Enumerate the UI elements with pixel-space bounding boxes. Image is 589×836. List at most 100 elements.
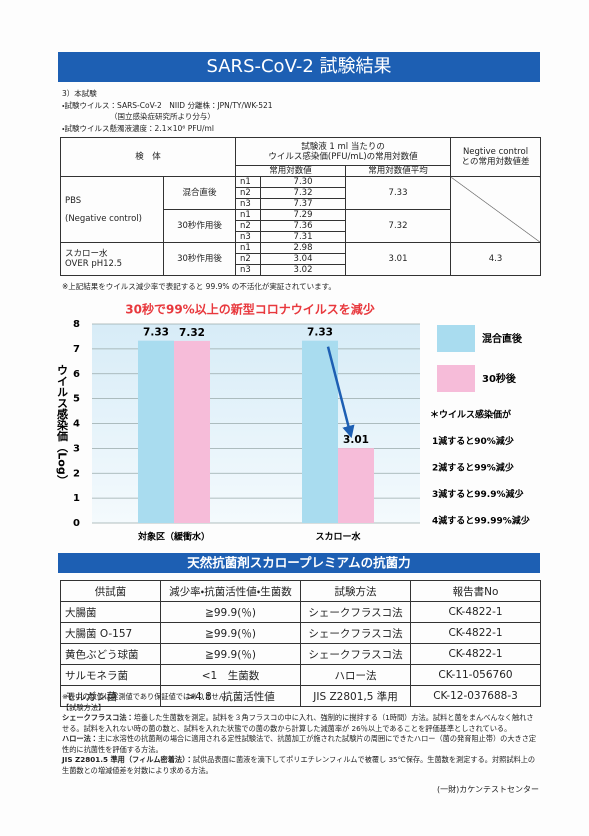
table-row: モルガン菌 >4.8 抗菌活性値 JIS Z2801,5 準用 CK-12-03768… <box>60 685 541 707</box>
y-tick-label: 1 <box>73 493 80 504</box>
legend-label: 30秒後 <box>482 372 517 385</box>
info: 3）本試験 ・試験ウイルス：SARS-CoV-2 NIID 分離株：JPN/TY… <box>62 88 273 134</box>
notes-heading: 【試験方法】 <box>62 702 106 712</box>
footer: (一財)カケンテストセンター <box>436 785 539 794</box>
n-cell: n1 <box>235 242 262 254</box>
page-title: SARS-CoV-2 試験結果 <box>58 52 540 82</box>
info-line: ・試験ウイルス懸濁液濃度：2.1×10⁶ PFU/ml <box>62 123 214 133</box>
info-line: （国立感染症研究所より分与） <box>110 112 215 121</box>
table-cell: ≧99.9(％) <box>160 622 301 644</box>
value-cell: 7.32 <box>260 187 347 199</box>
bar <box>138 340 174 523</box>
bar <box>174 340 210 523</box>
condition-cell: 30秒作用後 <box>162 209 237 243</box>
method-term: ハロー法： <box>62 734 98 743</box>
n-cell: n1 <box>235 176 262 188</box>
table-cell: シェークフラスコ法 <box>300 643 411 665</box>
value-label: 7.33 <box>143 327 169 339</box>
y-tick-label: 4 <box>73 419 80 430</box>
n-cell: n2 <box>235 187 262 199</box>
method-term: JIS Z2801.5 準用（フィルム密着法）： <box>62 755 193 764</box>
n-cell: n2 <box>235 253 262 265</box>
chart-title: 30秒で99%以上の新型コロナウイルスを減少 <box>125 302 374 317</box>
sample-line: (Negative control) <box>65 213 142 224</box>
method-text: 試供品表面に菌液を滴下してポリエチレンフィルムで被覆し 35℃保存。生菌数を測定… <box>62 755 536 775</box>
y-tick-label: 3 <box>73 443 80 454</box>
value-label: 3.01 <box>343 434 369 446</box>
table-cell: CK-11-056760 <box>410 664 541 686</box>
sample-line: PBS <box>65 195 82 206</box>
value-cell: 7.30 <box>260 176 347 188</box>
table-cell: 大腸菌 O-157 <box>60 622 161 644</box>
method-text: 主に水溶性の抗菌剤の場合に適用される定性試験法で、抗菌加工が施された試験片の周囲… <box>62 734 537 754</box>
header-cell: 減少率・抗菌活性値・生菌数 <box>160 580 301 602</box>
table-cell: CK-4822-1 <box>410 622 541 644</box>
header-cell: Negtive control との常用対数値差 <box>450 137 542 177</box>
section-title: 天然抗菌剤スカロープレミアムの抗菌力 <box>58 553 540 573</box>
legend-label: 混合直後 <box>482 332 523 345</box>
value-label: 7.33 <box>307 327 333 339</box>
table-row: 黄色ぶどう球菌 ≧99.9(％) シェークフラスコ法 CK-4822-1 <box>60 643 541 665</box>
y-tick-label: 5 <box>73 394 80 405</box>
n-cell: n1 <box>235 209 262 221</box>
y-tick-label: 8 <box>73 319 80 330</box>
result-table: 検 体 試験液 1 ml 当たりの ウイルス感染価(PFU/mL)の常用対数値 N… <box>59 137 542 276</box>
value-cell: 7.36 <box>260 220 347 232</box>
method-term: シェークフラスコ法： <box>62 713 134 722</box>
chart: 30秒で99%以上の新型コロナウイルスを減少 ウイルス感染価（Log） 0 1 2 3… <box>56 302 530 543</box>
sample-line: スカロー水 <box>65 249 108 259</box>
table-cell: >4.8 抗菌活性値 <box>160 685 301 707</box>
sample-cell: スカロー水 OVER pH12.5 <box>60 242 164 276</box>
y-tick-label: 2 <box>73 468 80 479</box>
header-row: 供試菌 減少率・抗菌活性値・生菌数 試験方法 報告書No <box>60 580 541 602</box>
table-cell: <1 生菌数 <box>160 664 301 686</box>
table-row: サルモネラ菌 <1 生菌数 ハロー法 CK-11-056760 <box>60 664 541 686</box>
average-cell: 3.01 <box>345 242 452 276</box>
value-label: 7.32 <box>179 327 205 339</box>
y-axis-label: ウイルス感染価（Log） <box>56 364 70 486</box>
arrow <box>326 346 355 439</box>
chart-note: 3減すると99.9%減少 <box>432 488 524 500</box>
difference-cell: 4.3 <box>450 242 542 276</box>
header-line: との常用対数値差 <box>461 157 530 167</box>
method: JIS Z2801.5 準用（フィルム密着法）：試供品表面に菌液を滴下してポリエ… <box>62 755 540 776</box>
n-cell: n2 <box>235 220 262 232</box>
header-cell: 報告書No <box>410 580 541 602</box>
value-cell: 7.37 <box>260 198 347 210</box>
sample-cell: PBS (Negative control) <box>60 176 164 243</box>
chart-note: 2減すると99%減少 <box>432 462 514 474</box>
antibacterial-table: 供試菌 減少率・抗菌活性値・生菌数 試験方法 報告書No 大腸菌 ≧99.9(％) シェーク… <box>60 580 541 707</box>
n-cell: n3 <box>235 264 262 276</box>
bar <box>338 448 374 523</box>
header-cell: 試験液 1 ml 当たりの ウイルス感染価(PFU/mL)の常用対数値 <box>235 137 452 166</box>
table-cell: CK-4822-1 <box>410 643 541 665</box>
average-cell: 7.33 <box>345 176 452 210</box>
table-cell: シェークフラスコ法 <box>300 601 411 623</box>
table-row: 大腸菌 ≧99.9(％) シェークフラスコ法 CK-4822-1 <box>60 601 541 623</box>
table-cell: JIS Z2801,5 準用 <box>300 685 411 707</box>
header-cell: 検 体 <box>59 137 237 177</box>
info-line: 3）本試験 <box>62 89 97 98</box>
table-row: 大腸菌 O-157 ≧99.9(％) シェークフラスコ法 CK-4822-1 <box>60 622 541 644</box>
condition-cell: 30秒作用後 <box>162 242 237 276</box>
chart-note: 4減すると99.99%減少 <box>432 515 530 527</box>
n-cell: n3 <box>235 231 262 243</box>
table-cell: CK-12-037688-3 <box>410 685 541 707</box>
header-line: Negtive control <box>462 147 529 157</box>
table-cell: シェークフラスコ法 <box>300 622 411 644</box>
value-cell: 7.31 <box>260 231 347 243</box>
table-cell: CK-4822-1 <box>410 601 541 623</box>
value-cell: 3.02 <box>260 264 347 276</box>
table-cell: 黄色ぶどう球菌 <box>60 643 161 665</box>
table-cell: ハロー法 <box>300 664 411 686</box>
table-cell: サルモネラ菌 <box>60 664 161 686</box>
legend-swatch <box>437 325 475 352</box>
table-cell: ≧99.9(％) <box>160 643 301 665</box>
header-cell: 常用対数値 <box>235 165 347 177</box>
header-cell: 試験方法 <box>300 580 411 602</box>
x-tick-label: スカロー水 <box>315 531 361 543</box>
legend-swatch <box>437 365 475 392</box>
value-cell: 3.04 <box>260 253 347 265</box>
value-cell: 2.98 <box>260 242 347 254</box>
